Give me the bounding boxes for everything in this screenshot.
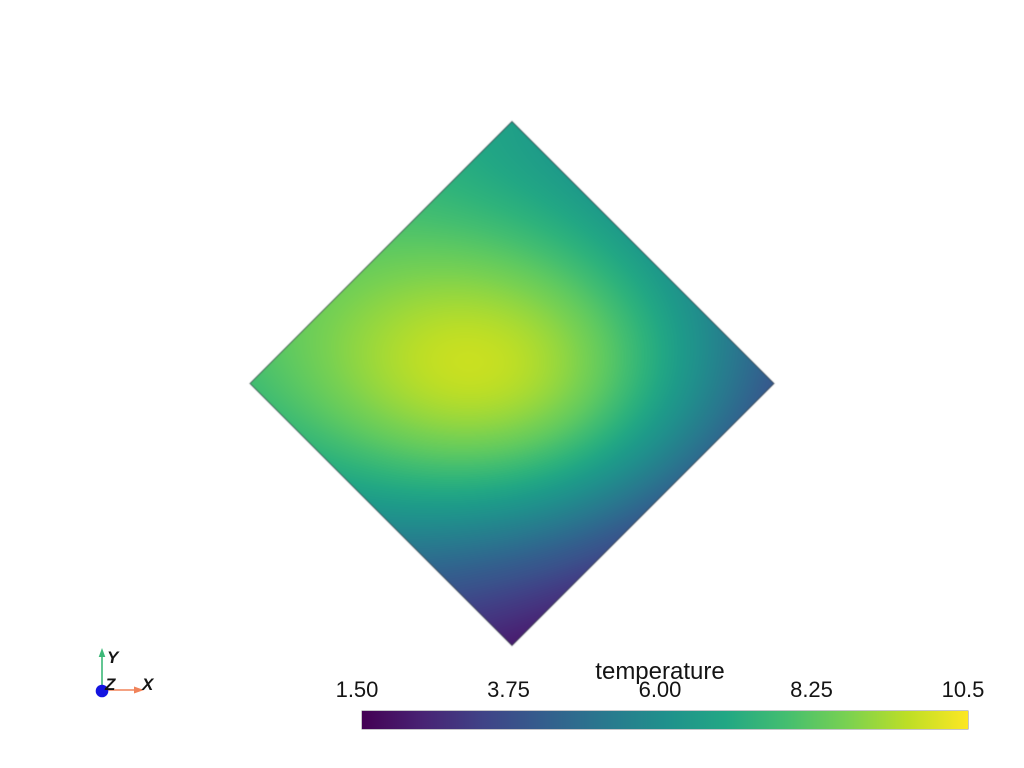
- svg-text:Z: Z: [104, 675, 116, 694]
- svg-text:X: X: [141, 675, 155, 694]
- svg-text:Y: Y: [107, 648, 120, 667]
